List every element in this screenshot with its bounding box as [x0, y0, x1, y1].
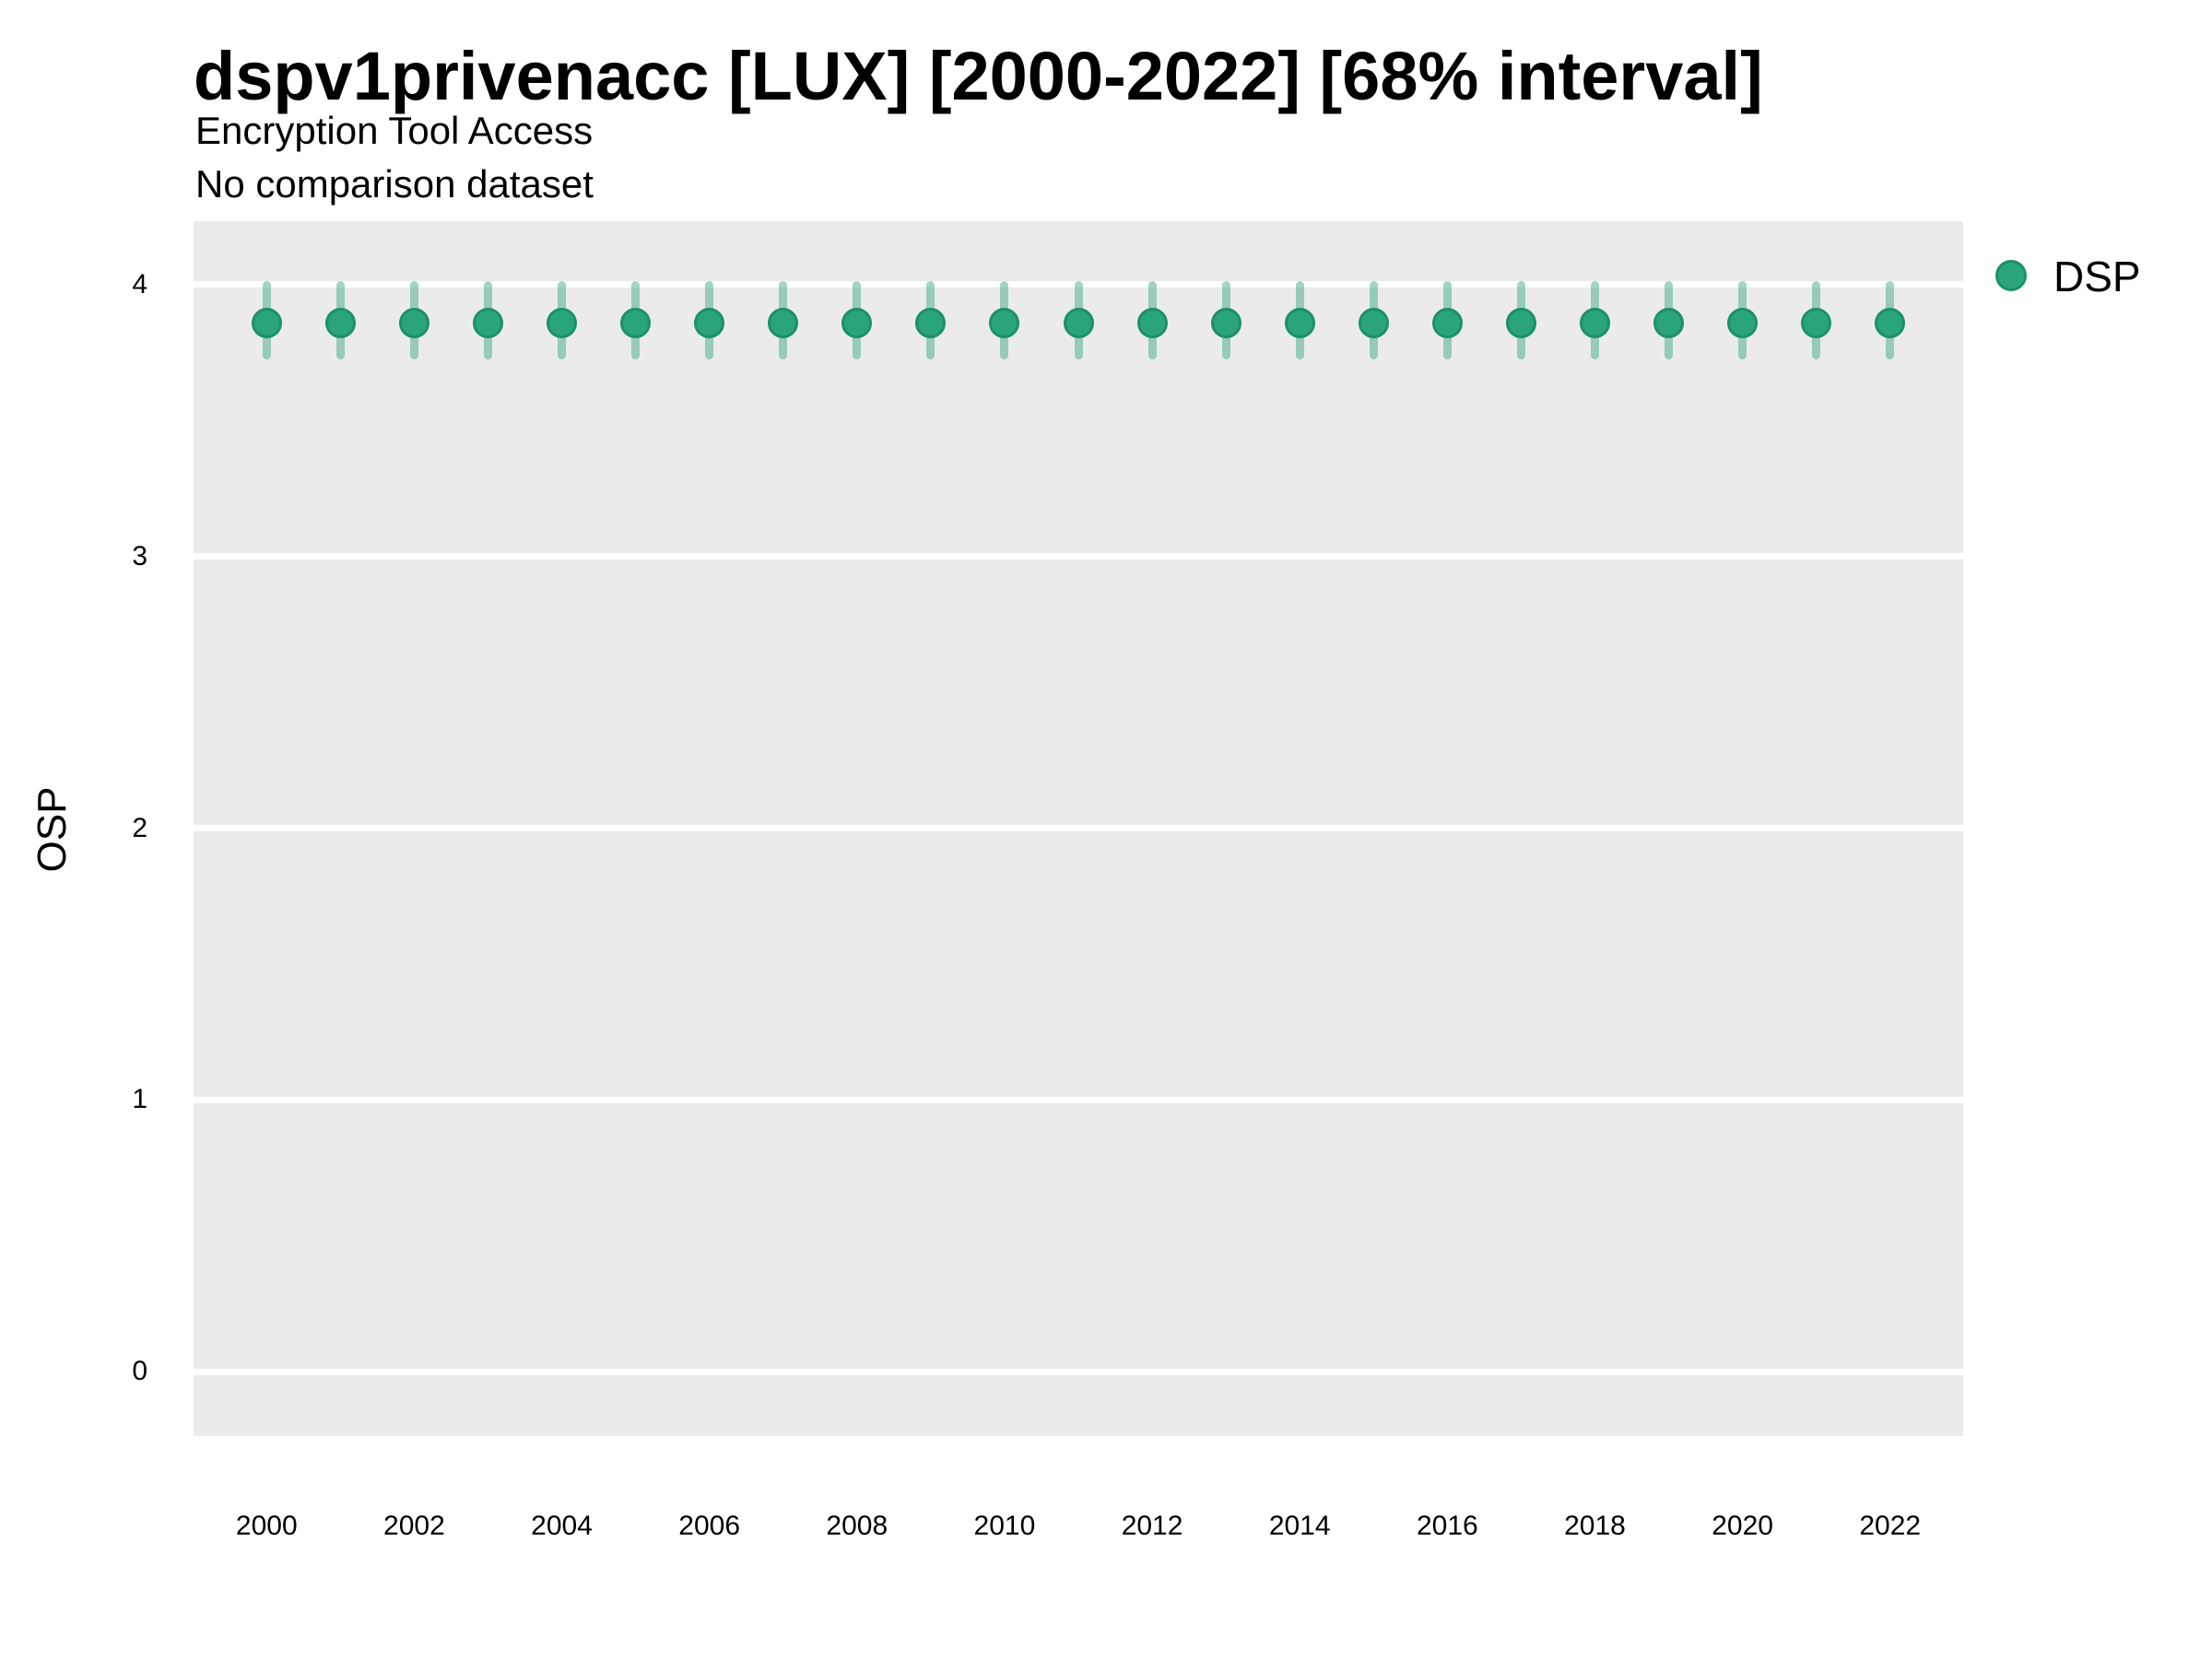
data-point-2010 [989, 307, 1020, 338]
data-point-2014 [1284, 307, 1315, 338]
data-point-2008 [841, 307, 873, 338]
x-tick-label: 2016 [1416, 1511, 1478, 1541]
data-point-2018 [1579, 307, 1610, 338]
y-tick-label: 1 [132, 1084, 147, 1115]
data-point-2020 [1727, 307, 1759, 338]
x-tick-label: 2002 [383, 1511, 445, 1541]
data-point-2004 [547, 307, 578, 338]
data-point-2003 [472, 307, 503, 338]
data-point-2011 [1063, 307, 1094, 338]
x-tick-label: 2012 [1121, 1511, 1183, 1541]
x-tick-label: 2020 [1712, 1511, 1773, 1541]
data-point-2001 [324, 307, 356, 338]
gridline-y-2 [194, 825, 1963, 832]
x-tick-label: 2014 [1268, 1511, 1331, 1541]
data-point-2017 [1505, 307, 1536, 338]
y-tick-label: 2 [132, 812, 147, 843]
gridline-y-3 [194, 553, 1963, 560]
data-point-2005 [620, 307, 652, 338]
gridline-y-4 [194, 281, 1963, 288]
legend-point-icon [1995, 260, 2027, 291]
data-point-2000 [251, 307, 282, 338]
x-tick-label: 2006 [678, 1511, 741, 1541]
data-point-2021 [1801, 307, 1832, 338]
x-tick-label: 2000 [235, 1511, 298, 1541]
y-tick-label: 4 [132, 268, 147, 300]
data-point-2002 [398, 307, 429, 338]
y-tick-label: 0 [132, 1356, 147, 1387]
gridline-y-1 [194, 1096, 1963, 1103]
data-point-2015 [1358, 307, 1389, 338]
data-point-2022 [1875, 307, 1906, 338]
x-tick-label: 2010 [973, 1511, 1036, 1541]
x-tick-label: 2008 [826, 1511, 888, 1541]
x-tick-label: 2004 [531, 1511, 593, 1541]
data-point-2016 [1431, 307, 1463, 338]
chart-subtitle: Encryption Tool Access [195, 109, 594, 152]
data-point-2012 [1136, 307, 1168, 338]
data-point-2013 [1210, 307, 1241, 338]
data-point-2009 [915, 307, 947, 338]
data-point-2019 [1653, 307, 1685, 338]
x-tick-label: 2018 [1564, 1511, 1626, 1541]
comparison-dataset-note: No comparison dataset [195, 162, 594, 206]
x-tick-label: 2022 [1859, 1511, 1922, 1541]
gridline-y-0 [194, 1368, 1963, 1375]
data-point-2007 [768, 307, 799, 338]
y-tick-label: 3 [132, 540, 147, 571]
data-point-2006 [694, 307, 725, 338]
plot-panel [194, 221, 1963, 1436]
chart-title: dspv1privenacc [LUX] [2000-2022] [68% in… [194, 38, 1763, 114]
legend-label: DSP [2053, 253, 2141, 300]
